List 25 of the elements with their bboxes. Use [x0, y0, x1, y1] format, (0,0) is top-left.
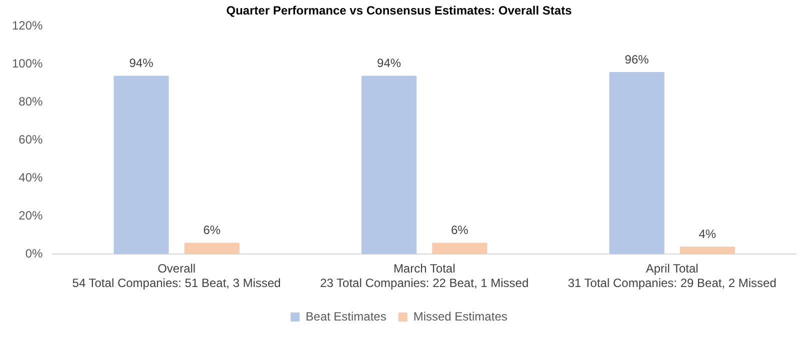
bar	[114, 76, 169, 254]
y-tick-label: 0%	[25, 246, 44, 261]
x-tick-label: April Total 31 Total Companies: 29 Beat, 2 Missed	[568, 262, 776, 290]
y-tick-label: 40%	[18, 170, 44, 185]
bar	[362, 76, 417, 254]
data-label: 6%	[450, 223, 469, 238]
x-tick-label: March Total 23 Total Companies: 22 Beat, 1 Missed	[320, 262, 529, 290]
y-tick-label: 120%	[12, 18, 44, 33]
bar	[184, 242, 240, 254]
data-label: 94%	[129, 56, 154, 70]
chart-title: Quarter Performance vs Consensus Estimates: Overall Stats	[226, 4, 572, 18]
bar	[432, 242, 488, 254]
bar	[609, 72, 664, 254]
x-tick-label: Overall 54 Total Companies: 51 Beat, 3 Missed	[72, 262, 281, 290]
data-label: 96%	[624, 52, 650, 66]
y-tick-label: 20%	[18, 208, 44, 223]
y-tick-label: 80%	[18, 94, 44, 109]
bar	[680, 246, 735, 254]
data-label: 94%	[377, 56, 402, 70]
data-label: 4%	[698, 226, 716, 241]
legend-label: Missed Estimates	[413, 309, 508, 324]
legend-label: Beat Estimates	[306, 309, 386, 324]
y-tick-label: 60%	[18, 132, 44, 147]
data-label: 6%	[203, 223, 221, 238]
y-tick-label: 100%	[12, 56, 44, 71]
